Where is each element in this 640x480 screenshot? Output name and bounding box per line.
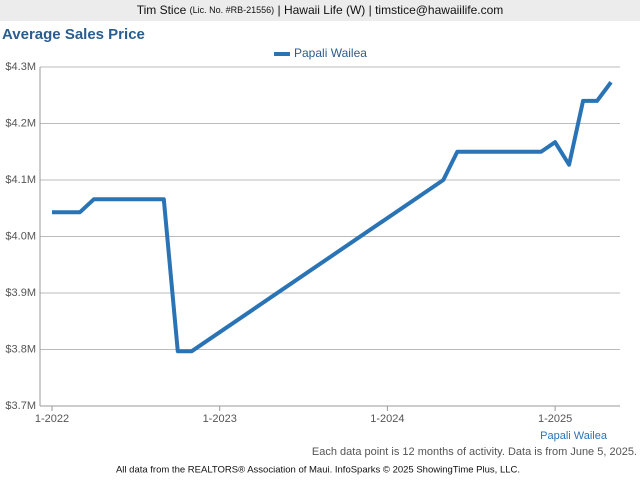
header-bar: [0, 0, 640, 21]
x-tick-label: 1-2024: [370, 413, 404, 425]
y-tick-label: $4.2M: [5, 117, 36, 129]
y-tick-label: $3.9M: [5, 287, 36, 299]
license: (Lic. No. #RB-21556): [190, 5, 275, 15]
header: Tim Stice (Lic. No. #RB-21556) | Hawaii …: [137, 3, 504, 17]
line: [52, 81, 613, 354]
y-tick-label: $4.1M: [5, 174, 36, 186]
note: Each data point is 12 months of activity…: [312, 446, 637, 458]
y-tick-label: $4.0M: [5, 230, 36, 242]
agency: | Hawaii Life (W) | timstice@hawaiilife.…: [278, 3, 504, 17]
legend-label: Papali Wailea: [294, 46, 367, 60]
chart-title: Average Sales Price: [2, 26, 145, 43]
x-tick-label: 1-2022: [35, 413, 69, 425]
x-tick-label: 1-2025: [538, 413, 572, 425]
agent-name: Tim Stice: [137, 3, 187, 17]
y-tick-label: $3.7M: [5, 400, 36, 412]
y-tick-label: $4.3M: [5, 61, 36, 73]
y-tick-label: $3.8M: [5, 343, 36, 355]
x-axis-label: Papali Wailea: [540, 430, 608, 442]
x-tick-label: 1-2023: [203, 413, 237, 425]
source: All data from the REALTORS® Association …: [116, 465, 520, 476]
